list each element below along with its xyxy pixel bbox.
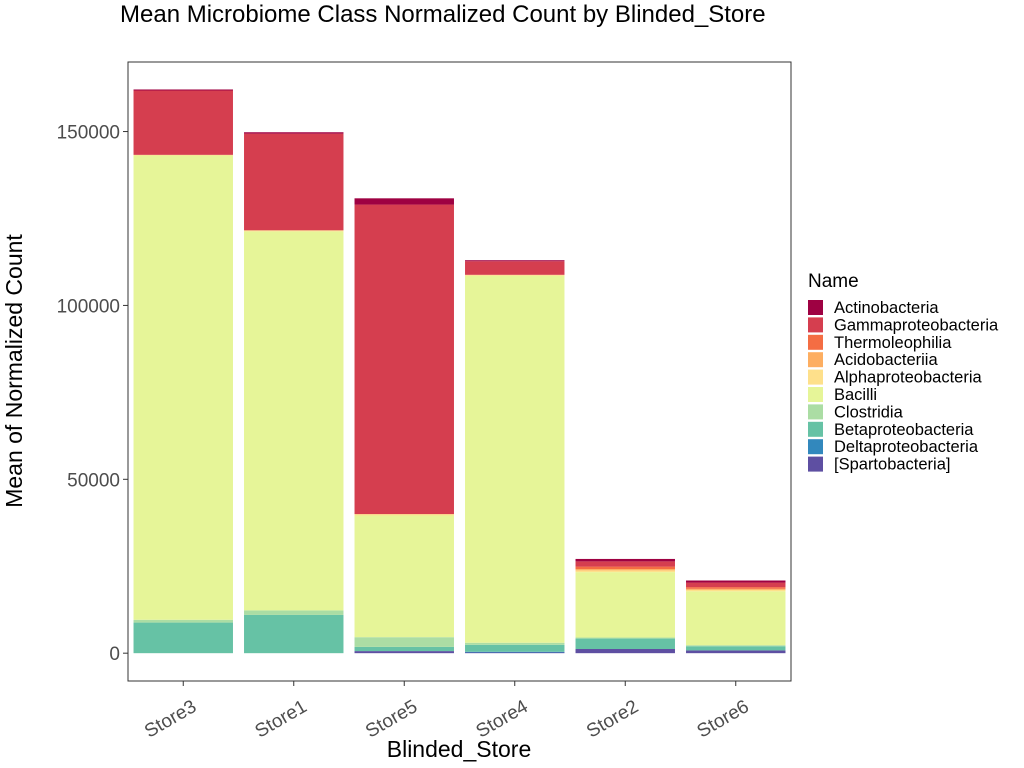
x-tick-label: Store3 <box>141 696 200 742</box>
bar-segment-store4-9 <box>465 652 565 654</box>
bar-segment-store3-1 <box>133 90 233 155</box>
bar-segment-store6-0 <box>686 580 786 583</box>
chart-title: Mean Microbiome Class Normalized Count b… <box>120 1 766 28</box>
y-tick-label: 0 <box>109 644 120 665</box>
legend: Name ActinobacteriaGammaproteobacteriaThe… <box>808 271 999 474</box>
legend-key <box>808 352 823 368</box>
bar-segment-store3-0 <box>133 89 233 91</box>
x-axis-title: Blinded_Store <box>387 736 532 762</box>
legend-label: Bacilli <box>834 386 877 404</box>
bar-segment-store2-9 <box>575 649 675 654</box>
legend-label: Acidobacteriia <box>834 351 938 369</box>
bar-segment-store3-4 <box>133 154 233 156</box>
bar-segment-store6-9 <box>686 650 786 654</box>
bar-segment-store5-7 <box>354 646 454 652</box>
bar-segment-store1-5 <box>244 231 344 611</box>
legend-label: Gammaproteobacteria <box>834 316 999 334</box>
legend-label: Betaproteobacteria <box>834 421 974 439</box>
bar-segment-store2-7 <box>575 638 675 650</box>
bar-segment-store3-7 <box>133 622 233 654</box>
bar-segment-store5-0 <box>354 198 454 205</box>
bar-segment-store2-5 <box>575 572 675 638</box>
x-tick-label: Store6 <box>694 696 753 742</box>
bar-segment-store4-8 <box>465 651 565 653</box>
bar-segment-store1-1 <box>244 133 344 231</box>
bar-segment-store1-4 <box>244 230 344 232</box>
legend-key <box>808 300 823 315</box>
bar-segment-store5-6 <box>354 637 454 647</box>
bar-segment-store6-6 <box>686 645 786 647</box>
bar-segment-store4-7 <box>465 644 565 652</box>
legend-label: Alphaproteobacteria <box>834 369 983 387</box>
bars-layer <box>133 89 786 654</box>
legend-key <box>808 456 823 472</box>
bar-segment-store5-4 <box>354 514 454 516</box>
plot-panel-border <box>127 61 792 682</box>
bar-segment-store4-0 <box>465 260 565 262</box>
y-tick-label: 150000 <box>57 123 120 144</box>
legend-label: Thermoleophilia <box>834 334 952 352</box>
bar-segment-store1-0 <box>244 132 344 134</box>
bar-segment-store2-0 <box>575 558 675 562</box>
bar-segment-store1-6 <box>244 610 344 615</box>
legend-key <box>808 439 823 455</box>
bar-segment-store6-7 <box>686 646 786 651</box>
bar-segment-store5-5 <box>354 515 454 638</box>
bar-segment-store4-5 <box>465 275 565 643</box>
bar-segment-store3-5 <box>133 155 233 620</box>
bar-segment-store1-7 <box>244 614 344 654</box>
legend-key <box>808 387 823 402</box>
bar-segment-store4-1 <box>465 261 565 275</box>
legend-key <box>808 421 823 437</box>
bar-segment-store4-4 <box>465 274 565 276</box>
y-tick-label: 50000 <box>67 470 120 491</box>
x-axis: Store3 Store1 Store5 Store4 Store2 Store6 <box>141 681 753 742</box>
bar-segment-store6-5 <box>686 591 786 646</box>
bar-segment-store6-4 <box>686 589 786 592</box>
bar-segment-store4-6 <box>465 642 565 645</box>
y-axis: 0 50000 100000 150000 <box>57 123 128 665</box>
bar-segment-store3-6 <box>133 619 233 623</box>
legend-label: Actinobacteria <box>834 299 939 317</box>
y-axis-title: Mean of Normalized Count <box>1 234 27 508</box>
legend-key <box>808 404 823 420</box>
legend-key <box>808 334 823 350</box>
legend-key <box>808 317 823 333</box>
bar-segment-store2-6 <box>575 637 675 639</box>
y-tick-label: 100000 <box>57 296 120 317</box>
x-tick-label: Store1 <box>252 696 311 742</box>
bar-segment-store6-1 <box>686 582 786 588</box>
bar-segment-store6-3 <box>686 588 786 590</box>
bar-segment-store2-4 <box>575 570 675 573</box>
bar-segment-store2-2 <box>575 566 675 570</box>
legend-title: Name <box>808 271 859 292</box>
legend-key <box>808 369 823 385</box>
bar-segment-store5-9 <box>354 651 454 654</box>
legend-label: Deltaproteobacteria <box>834 438 979 456</box>
bar-segment-store2-3 <box>575 569 675 571</box>
bar-segment-store5-1 <box>354 204 454 515</box>
legend-label: Clostridia <box>834 403 904 421</box>
x-tick-label: Store2 <box>583 696 642 742</box>
bar-segment-store2-1 <box>575 561 675 567</box>
legend-label: [Spartobacteria] <box>834 456 950 474</box>
bar-segment-store6-2 <box>686 587 786 589</box>
